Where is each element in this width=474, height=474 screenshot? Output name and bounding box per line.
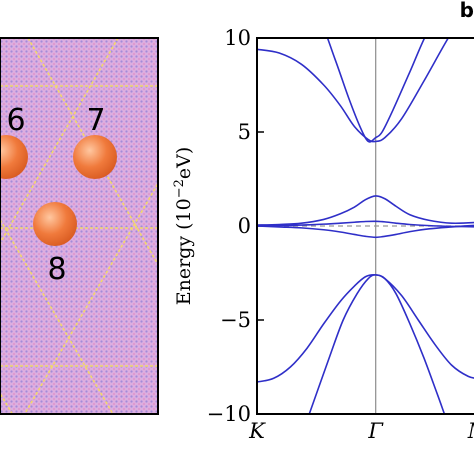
x-tick-label: M	[467, 419, 474, 443]
band-structure-panel: b Energy (10−2eV) −10 −5 0 5 10 K Γ M	[172, 0, 474, 443]
band-line	[257, 224, 474, 239]
band-line	[308, 274, 446, 414]
atom-7	[73, 135, 117, 179]
y-axis-label: Energy (10−2eV)	[172, 147, 195, 306]
band-line	[257, 195, 474, 226]
site-label-8: 8	[47, 252, 66, 287]
y-tick-label: 0	[238, 214, 251, 238]
atom-8	[33, 202, 77, 246]
grid-line	[0, 38, 119, 245]
bands	[257, 38, 474, 414]
atom-6	[0, 135, 28, 179]
site-label-7: 7	[86, 103, 105, 138]
y-tick-label: 10	[224, 26, 251, 50]
grid-line	[23, 181, 158, 414]
band-line	[326, 38, 474, 143]
site-label-6: 6	[6, 103, 25, 138]
y-tick-label: 5	[238, 120, 251, 144]
y-tick-label: −5	[220, 308, 251, 332]
grid-line	[0, 218, 114, 414]
y-tick-label: −10	[207, 402, 251, 426]
x-tick-label: Γ	[367, 419, 384, 443]
y-ticks: −10 −5 0 5 10	[207, 26, 264, 426]
x-ticks: KΓM	[248, 419, 474, 443]
lattice-texture	[0, 38, 158, 414]
band-line	[257, 273, 474, 383]
panel-label: b	[460, 0, 474, 22]
band-line	[257, 220, 474, 228]
lattice-frame	[0, 37, 159, 415]
plot-frame	[256, 37, 474, 415]
x-tick-label: K	[248, 419, 266, 443]
band-line	[257, 38, 450, 143]
lattice-panel: 6 7 8	[0, 37, 159, 415]
